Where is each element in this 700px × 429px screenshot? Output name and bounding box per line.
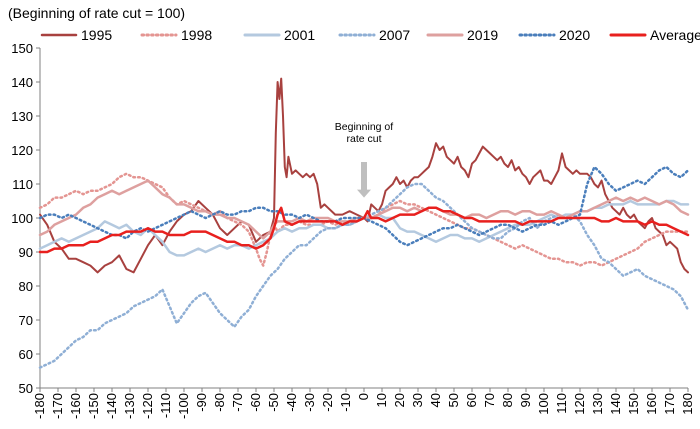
legend-label-1998: 1998 [181,27,212,43]
x-tick-label: 130 [590,393,605,415]
x-tick-label: 140 [608,393,623,415]
x-tick-label: -180 [32,393,47,419]
y-tick-label: 80 [19,279,33,294]
legend-label-1995: 1995 [81,27,112,43]
x-tick-label: -50 [266,393,281,412]
x-tick-label: 80 [500,393,515,407]
series-line-2007 [38,182,690,369]
legend-label-2001: 2001 [284,27,315,43]
chart-subtitle: (Beginning of rate cut = 100) [8,5,185,21]
series-line-1995 [39,77,689,274]
annotation-text-line: rate cut [346,133,381,145]
series-layer [38,77,690,369]
y-tick-label: 60 [19,347,33,362]
y-tick-label: 150 [11,41,33,56]
x-tick-label: -20 [320,393,335,412]
x-tick-label: 40 [428,393,443,407]
x-tick-label: 50 [446,393,461,407]
annotation-text-line: Beginning of [335,121,393,133]
y-tick-label: 50 [19,381,33,396]
x-tick-label: -70 [230,393,245,412]
x-tick-label: -90 [194,393,209,412]
x-tick-label: -80 [212,393,227,412]
annotation-arrow-head [357,189,371,198]
y-tick-label: 70 [19,313,33,328]
x-tick-label: 120 [572,393,587,415]
x-tick-label: -140 [104,393,119,419]
x-tick-label: 160 [644,393,659,415]
x-tick-label: 20 [392,393,407,407]
legend-label-average: Average [650,27,700,43]
x-axis: -180 -170 -160 -150 -140 -130 -120 -110 -100 -90-… [32,387,695,419]
legend-label-2007: 2007 [379,27,410,43]
y-tick-label: 140 [11,75,33,90]
x-tick-label: -110 [158,393,173,418]
x-tick-label: -130 [122,393,137,419]
legend-label-2019: 2019 [467,27,498,43]
x-tick-label: 170 [662,393,677,415]
y-tick-label: 120 [11,143,33,158]
annotation-arrow-shaft [361,162,367,191]
x-tick-label: 150 [626,393,641,415]
y-axis: 50 60 70 80 90 100 110 120 130 140 150 [11,41,41,396]
x-tick-label: -170 [50,393,65,419]
x-tick-label: 60 [464,393,479,407]
x-tick-label: -40 [284,393,299,412]
x-tick-label: 90 [518,393,533,407]
x-tick-label: -60 [248,393,263,412]
x-tick-label: -160 [68,393,83,419]
x-tick-label: -10 [338,393,353,412]
x-tick-label: -150 [86,393,101,419]
y-tick-label: 100 [11,211,33,226]
legend: 1995 1998 2001 2007 2019 2020 Average [40,27,700,43]
x-tick-label: 180 [680,393,695,415]
x-tick-label: -100 [176,393,191,419]
y-tick-label: 90 [19,245,33,260]
y-tick-label: 110 [12,177,33,192]
x-tick-label: 30 [410,393,425,407]
x-tick-label: 100 [536,393,551,415]
x-tick-label: 110 [554,393,569,414]
x-tick-label: 0 [356,393,371,400]
series-line-average [38,206,690,254]
x-tick-label: -120 [140,393,155,419]
y-tick-label: 130 [11,109,33,124]
x-tick-label: 70 [482,393,497,407]
legend-label-2020: 2020 [559,27,590,43]
x-tick-label: 10 [374,393,389,407]
x-tick-label: -30 [302,393,317,412]
